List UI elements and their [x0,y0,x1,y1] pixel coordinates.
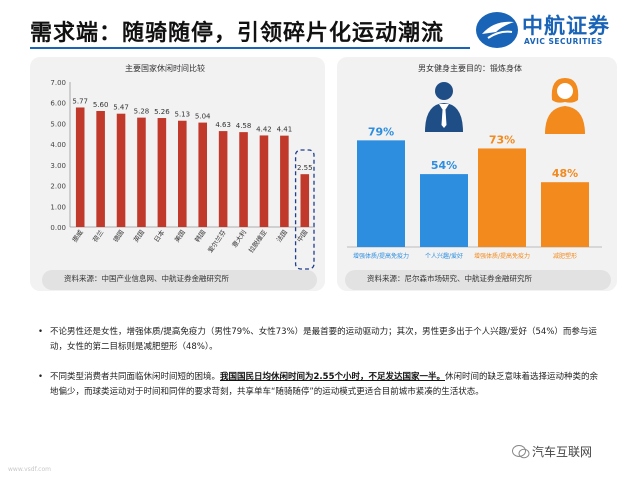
x-tick-label: 美国 [172,228,187,244]
logo-english: AVIC SECURITIES [524,37,603,46]
bar-value-label: 4.63 [215,121,231,129]
fitness-purpose-chart: 79% 增强体质/提高免疫力 54% 个人兴趣/爱好 73% 增强体质/提高免疫力 48% 减… [347,78,602,260]
bullet-text: 不论男性还是女性，增强体质/提高免疫力（男性79%、女性73%）是最首要的运动驱… [50,327,597,352]
y-tick-label: 0.00 [50,224,66,232]
y-tick-label: 7.00 [50,79,66,87]
fitness-chart-title: 男女健身主要目的：锻炼身体 [418,64,522,73]
y-tick-label: 1.00 [50,203,66,211]
bar-value-label: 4.58 [236,122,252,130]
bar-value-label: 5.28 [134,108,150,116]
x-tick-label: 中国 [295,228,310,244]
fitness-bar [420,174,468,247]
leisure-bar [116,113,126,227]
x-tick-label: 英国 [131,228,146,244]
bar-value-label: 2.55 [297,164,313,172]
fitness-bar [357,140,405,247]
leisure-time-chart: 0.00 1.00 2.00 3.00 4.00 5.00 6.00 7.00 5.77 挪威 5.… [50,79,315,270]
x-tick-label: 德国 [111,228,126,244]
bullet-text-emphasis: 我国国民日均休闲时间为2.55个小时，不足发达国家一半。 [220,372,445,382]
bar-value-label: 4.41 [277,126,293,134]
x-tick-label: 意大利 [230,228,249,249]
leisure-bar [280,135,289,227]
bullet-dot: • [38,327,44,337]
bar-value-label: 5.60 [93,101,109,109]
y-tick-label: 6.00 [50,100,66,108]
bar-value-label: 5.13 [174,111,190,119]
bar-value-label: 48% [552,167,578,180]
fitness-bar [541,182,589,247]
x-tick-label: 日本 [152,228,167,244]
bar-value-label: 79% [368,125,394,138]
bar-value-label: 54% [431,159,457,172]
x-tick-label: 荷兰 [90,228,105,244]
wechat-icon [512,445,530,459]
bullet-text-tail: 休闲时间的缺乏意味着选择运动种类的余地偏少，而球类运动对于时间和同伴的要求苛刻，… [50,372,599,397]
y-tick-label: 5.00 [50,120,66,128]
bullet-leisure-time: • 不同类型消费者共同面临休闲时间短的困境。我国国民日均休闲时间为2.55个小时… [38,370,605,400]
avic-logo-icon [476,12,518,48]
female-face-shape [557,83,573,99]
footer-brand: 汽车互联网 [532,445,593,459]
bullet-fitness-motivation: • 不论男性还是女性，增强体质/提高免疫力（男性79%、女性73%）是最首要的运… [38,325,605,355]
x-tick-label: 增强体质/提高免疫力 [353,252,409,260]
y-tick-label: 3.00 [50,162,66,170]
bar-value-label: 4.42 [256,125,272,133]
x-tick-label: 挪威 [70,228,85,244]
male-tie-shape [441,110,447,128]
page-title: 需求端：随骑随停，引领碎片化运动潮流 [30,20,445,46]
bullet-text-lead: 不同类型消费者共同面临休闲时间短的困境。 [50,372,221,382]
x-tick-label: 增强体质/提高免疫力 [474,252,530,260]
leisure-bar [178,120,187,227]
female-person-icon [545,78,585,134]
male-collar-shape [439,104,449,112]
y-tick-label: 4.00 [50,141,66,149]
bar-value-label: 5.77 [72,97,88,105]
fitness-bar [478,148,526,247]
footer-watermark: www.vsdf.com [8,466,51,473]
leisure-bar [137,117,146,227]
y-tick-label: 2.00 [50,183,66,191]
x-tick-label: 减肥塑形 [553,252,577,260]
china-highlight-box [294,149,315,270]
bar-value-label: 5.47 [113,104,129,112]
leisure-bar [96,111,105,227]
right-source-note: 资料来源：尼尔森市场研究、中航证券金融研究所 [345,270,611,290]
leisure-bar [157,118,167,227]
x-tick-label: 法国 [274,228,289,244]
company-logo: 中航证券 AVIC SECURITIES [472,8,632,52]
leisure-bar [300,174,310,227]
x-tick-label: 个人兴趣/爱好 [425,252,463,260]
female-body-shape [545,106,585,134]
male-person-icon [425,82,463,132]
x-tick-label: 爱尔兰芬 [205,228,228,255]
leisure-bar [259,135,269,227]
leisure-chart-title: 主要国家休闲时间比较 [125,64,205,73]
bullet-dot: • [38,372,44,382]
x-tick-label: 韩国 [193,228,208,244]
leisure-bar [198,122,207,227]
male-head-shape [435,82,453,100]
logo-name: 中航证券 [522,14,610,38]
bar-value-label: 73% [489,133,515,146]
leisure-bar [75,107,85,227]
title-underline [30,47,470,49]
left-source-note: 资料来源：中国产业信息网、中航证券金融研究所 [42,270,317,290]
leisure-bar [239,132,248,227]
bar-value-label: 5.04 [195,113,211,121]
bar-value-label: 5.26 [154,108,170,116]
leisure-bar [218,131,228,227]
x-tick-label: 拉脱维亚 [246,228,269,255]
